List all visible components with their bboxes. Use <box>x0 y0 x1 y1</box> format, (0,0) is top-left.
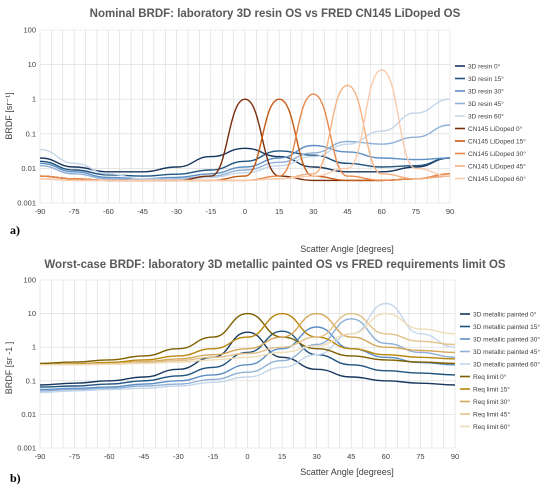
x-tick-label: -15 <box>207 452 218 461</box>
x-tick-label: 0 <box>245 452 249 461</box>
series-line <box>39 302 456 394</box>
x-tick-label: 90 <box>451 452 459 461</box>
legend-label: CN145 LiDoped 60° <box>468 175 526 183</box>
y-tick-labels: 100 10 1 0.1 0.01 0.001 <box>17 26 36 208</box>
series-line <box>39 147 451 173</box>
legend: 3D metallic painted 0° 3D metallic painte… <box>460 310 540 431</box>
y-tick-label: 10 <box>28 309 36 318</box>
x-axis-label: Scatter Angle [degrees] <box>300 467 394 477</box>
panel-label: b) <box>10 471 21 485</box>
legend-label: 3D metallic painted 30° <box>473 335 540 343</box>
y-axis-label: BRDF [sr -1 ] <box>4 342 14 395</box>
x-tick-label: -60 <box>103 207 114 216</box>
series-lines <box>39 69 451 182</box>
x-tick-label: -90 <box>35 452 46 461</box>
series-line <box>39 144 451 180</box>
series-lines <box>39 302 456 394</box>
legend-label: Req limit 30° <box>473 398 510 406</box>
y-tick-label: 100 <box>23 26 36 35</box>
y-tick-label: 0.1 <box>26 129 36 138</box>
series-line <box>39 69 451 182</box>
panel-label: a) <box>10 223 20 237</box>
legend-label: CN145 LiDoped 45° <box>468 162 526 170</box>
legend-label: CN145 LiDoped 0° <box>468 125 523 133</box>
y-tick-label: 0.1 <box>26 376 36 385</box>
series-line <box>39 98 451 181</box>
y-tick-label: 100 <box>23 276 36 285</box>
series-line <box>39 312 456 366</box>
x-tick-labels: -90 -75 -60 -45 -30 -15 0 15 30 45 60 75 90 <box>35 207 455 216</box>
legend-label: 3D resin 15° <box>468 75 504 83</box>
y-tick-label: 10 <box>28 60 36 69</box>
x-tick-label: 90 <box>446 207 454 216</box>
grid <box>39 29 451 204</box>
series-line <box>39 124 451 182</box>
chart-panel-a: Nominal BRDF: laboratory 3D resin OS vs … <box>4 8 526 254</box>
x-tick-label: 30 <box>312 452 320 461</box>
series-line <box>39 150 451 177</box>
legend-label: 3D metallic painted 15° <box>473 323 540 331</box>
chart-title: Nominal BRDF: laboratory 3D resin OS vs … <box>90 8 461 20</box>
x-tick-labels: -90 -75 -60 -45 -30 -15 0 15 30 45 60 75 90 <box>35 452 460 461</box>
legend-label: 3D resin 0° <box>468 62 501 70</box>
y-tick-label: 1 <box>32 343 36 352</box>
x-axis-label: Scatter Angle [degrees] <box>300 244 394 254</box>
x-tick-label: -30 <box>173 452 184 461</box>
y-tick-label: 0.001 <box>17 199 36 208</box>
legend-label: Req limit 0° <box>473 373 507 381</box>
legend-label: 3D metallic painted 0° <box>473 310 537 318</box>
x-tick-label: 15 <box>275 207 283 216</box>
x-tick-label: 45 <box>347 452 355 461</box>
legend-label: 3D resin 45° <box>468 100 504 108</box>
x-tick-label: 75 <box>416 452 424 461</box>
legend-label: Req limit 60° <box>473 423 510 431</box>
series-line <box>39 330 456 388</box>
x-tick-label: -75 <box>69 207 80 216</box>
x-tick-label: -45 <box>138 452 149 461</box>
y-tick-label: 0.001 <box>17 444 36 453</box>
y-tick-label: 0.01 <box>21 164 36 173</box>
x-tick-label: 60 <box>382 452 390 461</box>
legend-label: 3D metallic painted 45° <box>473 348 540 356</box>
x-tick-label: -75 <box>69 452 80 461</box>
y-axis-label: BRDF [sr⁻¹] <box>4 92 14 139</box>
x-tick-label: 45 <box>343 207 351 216</box>
y-tick-label: 0.01 <box>21 410 36 419</box>
legend-label: 3D resin 60° <box>468 112 504 120</box>
legend-label: Req limit 45° <box>473 410 510 418</box>
x-tick-label: 15 <box>278 452 286 461</box>
x-tick-label: -30 <box>171 207 182 216</box>
legend-label: Req limit 15° <box>473 385 510 393</box>
legend: 3D resin 0° 3D resin 15° 3D resin 30° 3D re… <box>455 62 526 183</box>
legend-label: CN145 LiDoped 30° <box>468 150 526 158</box>
legend-label: 3D metallic painted 60° <box>473 360 540 368</box>
x-tick-label: -45 <box>137 207 148 216</box>
x-tick-label: 30 <box>309 207 317 216</box>
x-tick-label: -60 <box>104 452 115 461</box>
series-line <box>39 326 456 391</box>
chart-title: Worst-case BRDF: laboratory 3D metallic … <box>44 259 506 271</box>
x-tick-label: -90 <box>35 207 46 216</box>
y-tick-label: 1 <box>32 95 36 104</box>
chart-panel-b: Worst-case BRDF: laboratory 3D metallic … <box>4 259 540 485</box>
x-tick-label: 75 <box>412 207 420 216</box>
x-tick-label: 60 <box>377 207 385 216</box>
x-tick-label: -15 <box>205 207 216 216</box>
series-line <box>40 312 456 366</box>
series-line <box>39 318 456 392</box>
y-tick-labels: 100 10 1 0.1 0.01 0.001 <box>17 276 36 453</box>
x-tick-label: 0 <box>243 207 247 216</box>
series-line <box>39 312 456 365</box>
legend-label: 3D resin 30° <box>468 87 504 95</box>
legend-label: CN145 LiDoped 15° <box>468 137 526 145</box>
series-line <box>39 331 456 386</box>
